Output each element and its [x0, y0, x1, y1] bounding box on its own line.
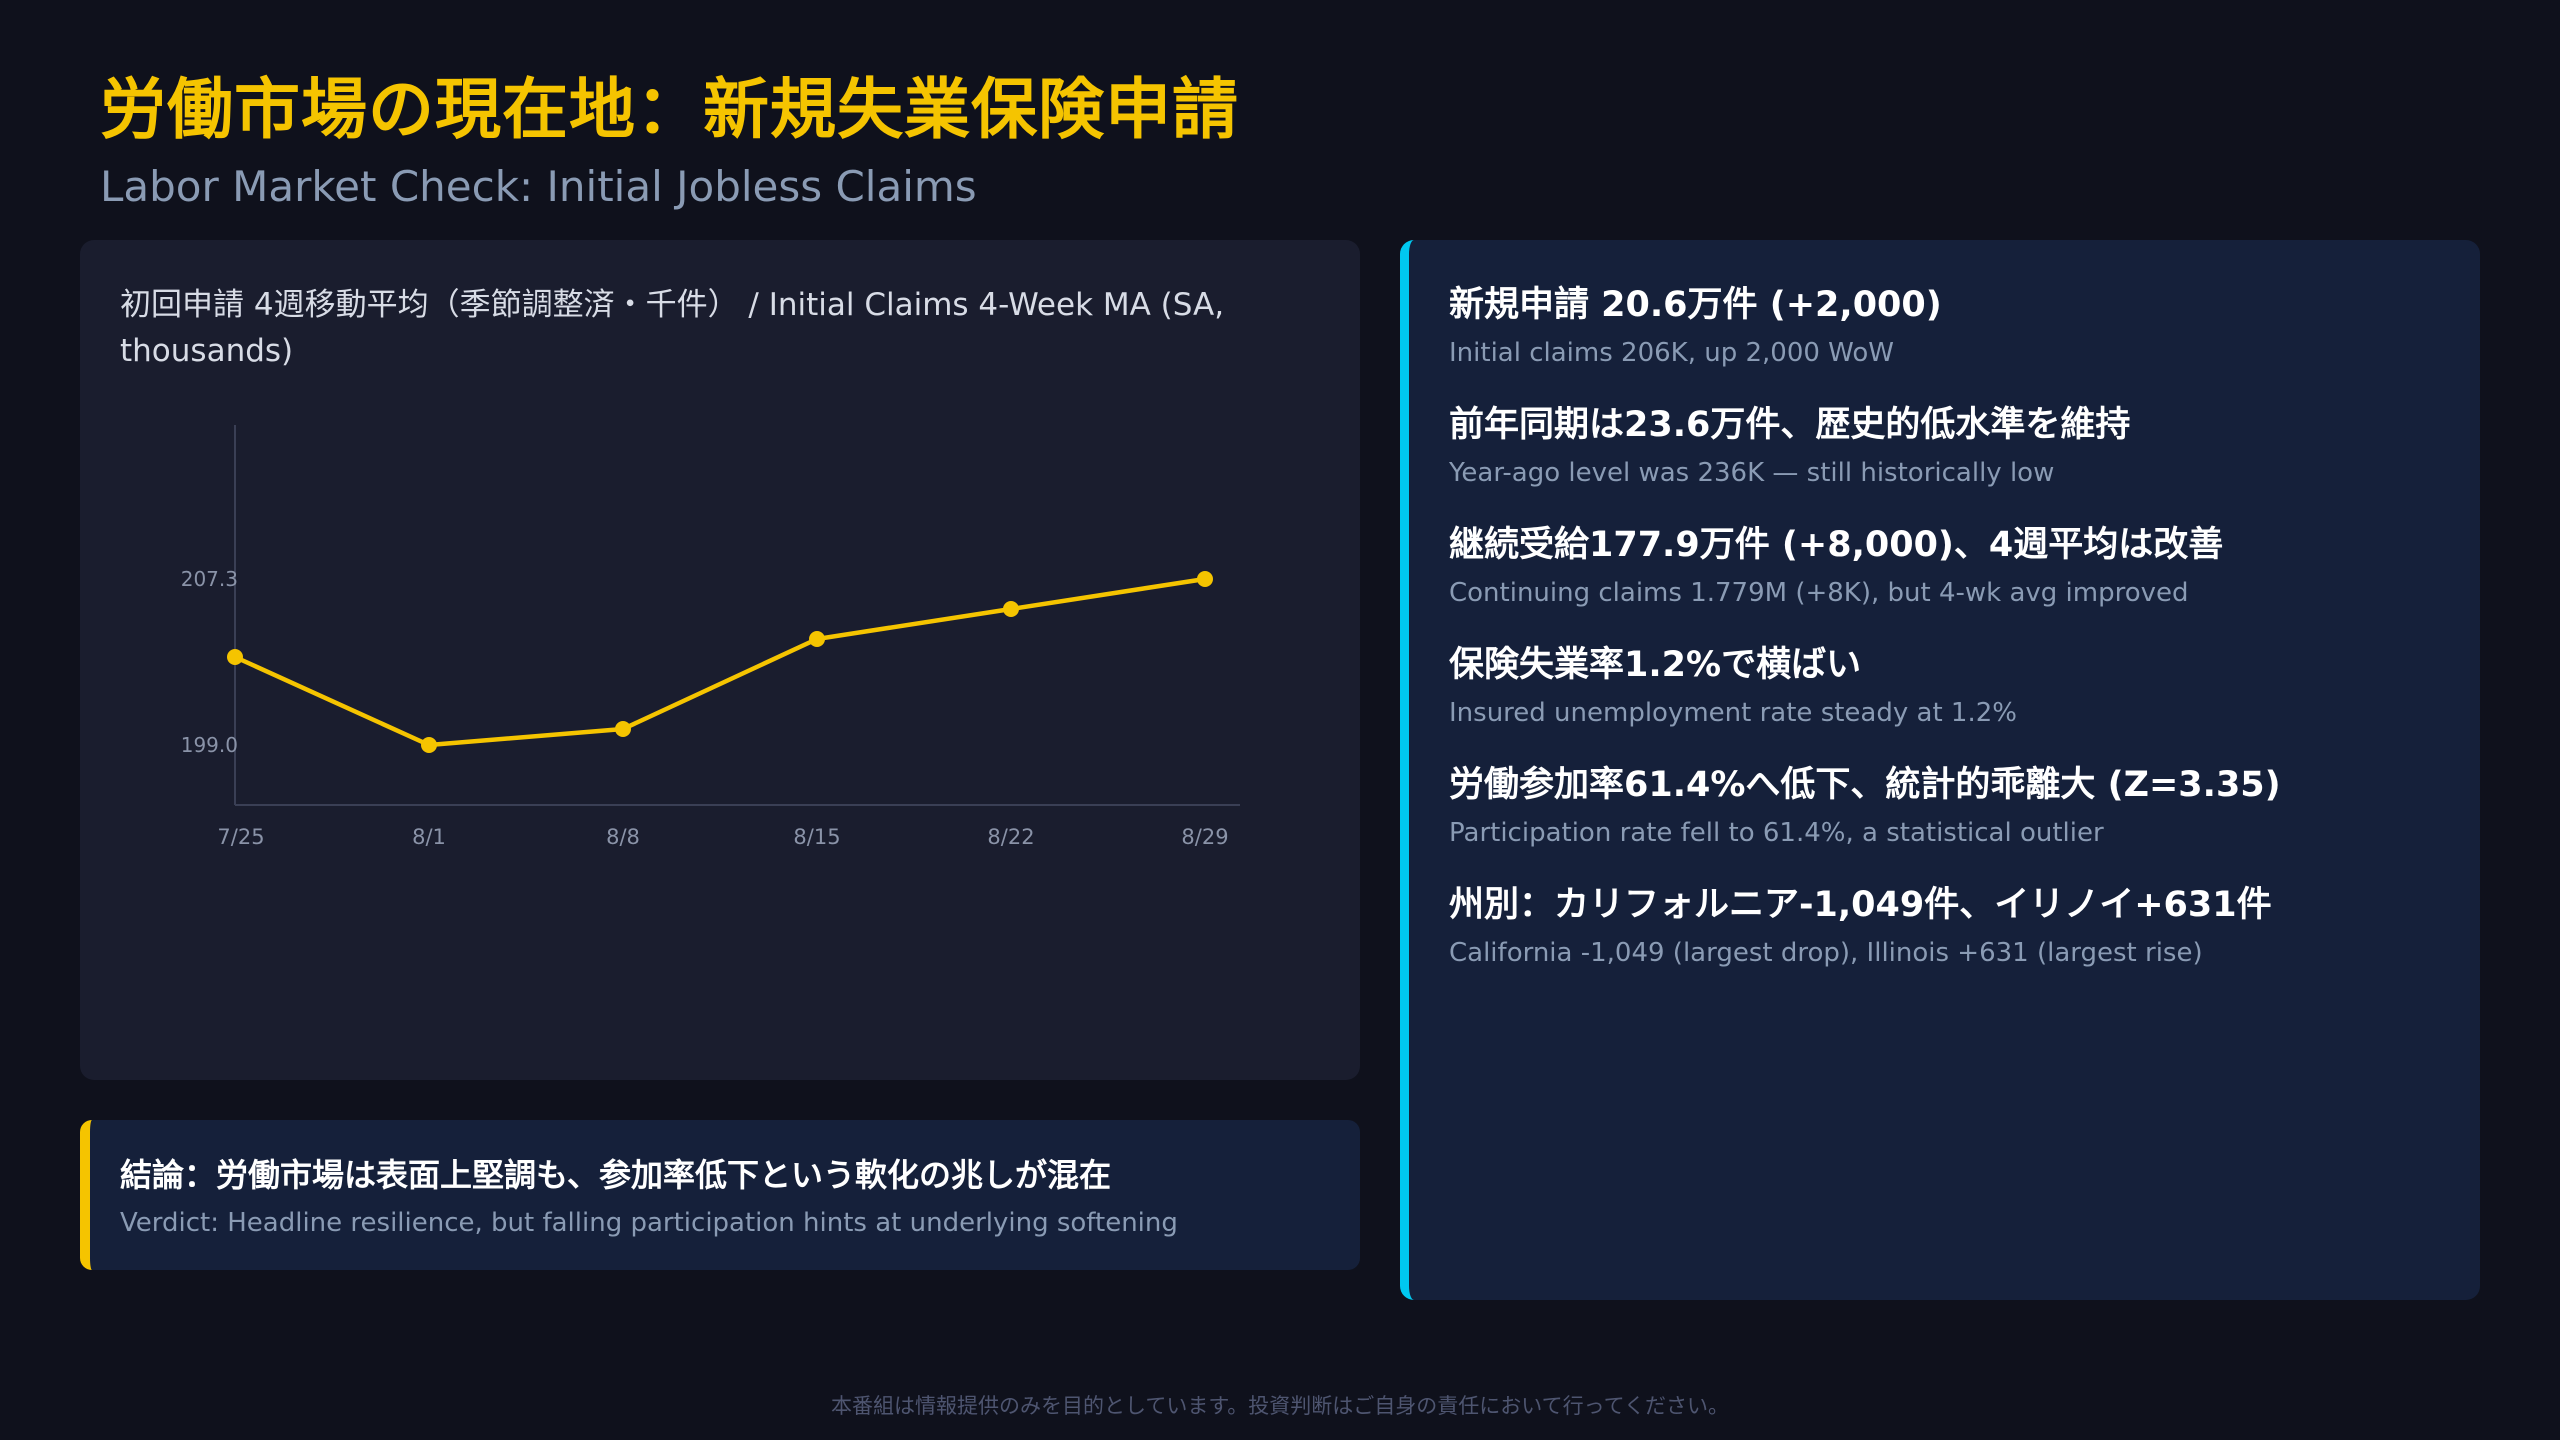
chart-card: 初回申請 4週移動平均（季節調整済・千件） / Initial Claims 4…: [80, 240, 1360, 1080]
y-tick-label: 199.0: [181, 733, 238, 757]
chart-title: 初回申請 4週移動平均（季節調整済・千件） / Initial Claims 4…: [120, 287, 1225, 369]
data-point: [227, 649, 243, 665]
verdict-subtext: Verdict: Headline resilience, but fallin…: [120, 1208, 1178, 1238]
key-point-headline: 労働参加率61.4%へ低下、統計的乖離大 (Z=3.35): [1449, 765, 2281, 805]
page-title: 労働市場の現在地：新規失業保険申請: [100, 71, 1239, 148]
x-tick-label: 8/15: [793, 825, 840, 849]
key-point-headline: 州別：カリフォルニア-1,049件、イリノイ+631件: [1449, 885, 2272, 925]
key-point: 州別：カリフォルニア-1,049件、イリノイ+631件 California -…: [1449, 882, 2272, 970]
x-tick-label: 8/29: [1181, 825, 1228, 849]
key-point: 前年同期は23.6万件、歴史的低水準を維持 Year-ago level was…: [1449, 402, 2130, 490]
data-point: [421, 737, 437, 753]
line-chart: 207.3 199.0 7/25 8/1 8/8 8/15 8/22 8/29: [181, 425, 1240, 849]
y-tick-label: 207.3: [181, 567, 238, 591]
x-tick-label: 7/25: [217, 825, 264, 849]
key-point-headline: 前年同期は23.6万件、歴史的低水準を維持: [1449, 405, 2131, 445]
key-point-headline: 継続受給177.9万件 (+8,000)、4週平均は改善: [1449, 525, 2224, 565]
key-point: 継続受給177.9万件 (+8,000)、4週平均は改善 Continuing …: [1449, 522, 2223, 610]
key-point: 保険失業率1.2%で横ばい Insured unemployment rate …: [1449, 642, 2017, 730]
series-line: [234, 576, 1206, 748]
key-point-subtext: Initial claims 206K, up 2,000 WoW: [1449, 338, 1894, 368]
key-point-subtext: Year-ago level was 236K — still historic…: [1449, 458, 2055, 488]
key-point: 労働参加率61.4%へ低下、統計的乖離大 (Z=3.35) Participat…: [1449, 762, 2281, 850]
key-point-subtext: Participation rate fell to 61.4%, a stat…: [1449, 818, 2104, 848]
key-point-subtext: California -1,049 (largest drop), Illino…: [1449, 938, 2203, 968]
data-point: [1003, 601, 1019, 617]
verdict-headline: 結論：労働市場は表面上堅調も、参加率低下という軟化の兆しが混在: [120, 1156, 1112, 1194]
page-subtitle: Labor Market Check: Initial Jobless Clai…: [100, 162, 977, 211]
key-point-headline: 新規申請 20.6万件 (+2,000): [1449, 285, 1942, 325]
x-tick-label: 8/1: [412, 825, 446, 849]
verdict-card: 結論：労働市場は表面上堅調も、参加率低下という軟化の兆しが混在 Verdict:…: [80, 1120, 1360, 1270]
data-point: [615, 721, 631, 737]
x-tick-label: 8/8: [606, 825, 640, 849]
key-point-subtext: Insured unemployment rate steady at 1.2%: [1449, 698, 2017, 728]
key-point-headline: 保険失業率1.2%で横ばい: [1449, 645, 1862, 685]
disclaimer-footer: 本番組は情報提供のみを目的としています。投資判断はご自身の責任において行ってくだ…: [831, 1394, 1729, 1418]
key-points-card: 新規申請 20.6万件 (+2,000) Initial claims 206K…: [1400, 240, 2480, 1300]
key-point: 新規申請 20.6万件 (+2,000) Initial claims 206K…: [1449, 282, 1942, 370]
x-tick-label: 8/22: [987, 825, 1034, 849]
data-point: [1197, 571, 1213, 587]
data-point: [809, 631, 825, 647]
key-point-subtext: Continuing claims 1.779M (+8K), but 4-wk…: [1449, 578, 2189, 608]
